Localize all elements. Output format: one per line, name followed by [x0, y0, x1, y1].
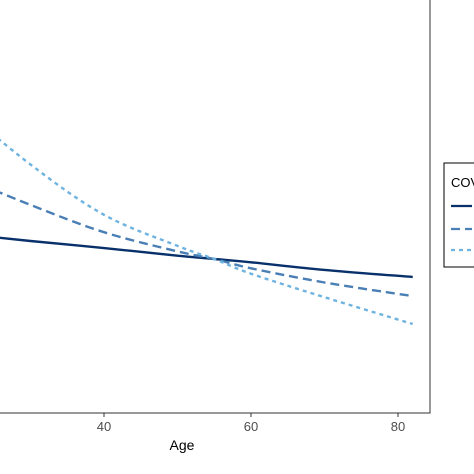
x-axis-title: Age [170, 437, 195, 453]
x-tick-label: 40 [97, 419, 111, 434]
x-tick-label: 80 [391, 419, 405, 434]
x-axis-ticks: 40 60 80 [97, 413, 405, 434]
series-line-solid [0, 236, 413, 279]
series-lines [0, 138, 414, 326]
series-line-dashed [0, 191, 413, 298]
x-tick-label: 60 [244, 419, 258, 434]
plot-panel [0, 0, 431, 414]
series-line-dotted [0, 138, 414, 326]
legend-title: COV [451, 175, 474, 190]
legend[interactable]: COV [443, 162, 474, 268]
